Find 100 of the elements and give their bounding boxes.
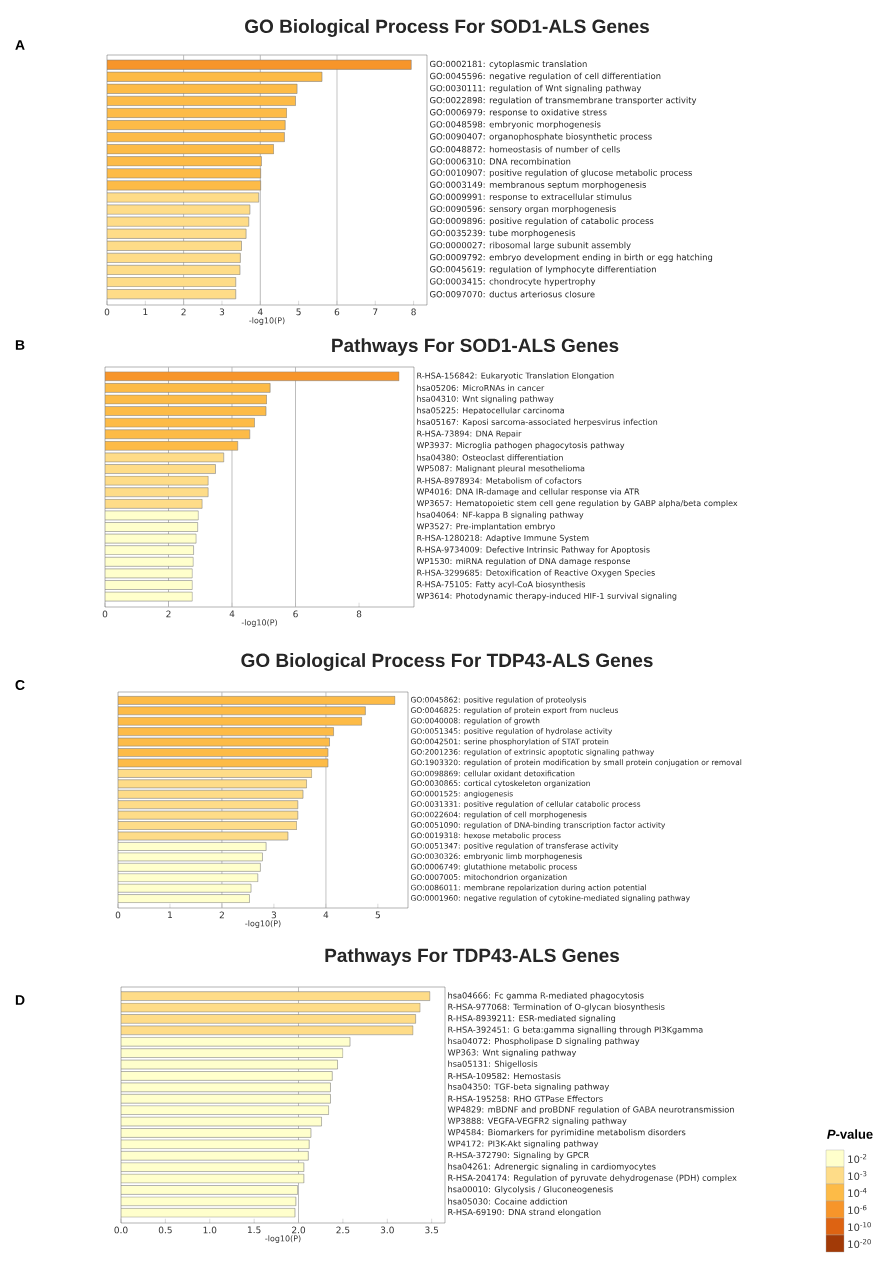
y-tick-label: R-HSA-109582: Hemostasis — [448, 1072, 561, 1080]
category-label: 10$^{-4}$ — [848, 1188, 867, 1197]
y-tick-label: GO:0006979: response to oxidative stress — [430, 108, 607, 118]
bar — [121, 1139, 310, 1150]
x-tick-label: 1 — [168, 911, 172, 919]
text: B — [15, 340, 25, 350]
y-tick-label: WP5087: Malignant pleural mesothelioma — [416, 465, 585, 473]
y-tick-label: WP4016: DNA IR-damage and cellular response via ATR — [416, 488, 640, 497]
y-tick-label: GO:0009792: embryo development ending in birth or egg hatching — [430, 253, 713, 262]
y-tick-label: GO:0090407: organophosphate biosynthetic process — [430, 133, 652, 142]
bar — [107, 107, 288, 118]
x-tick-label: 0 — [104, 308, 110, 316]
y-tick-label: R-HSA-195258: RHO GTPase Effectors — [448, 1095, 603, 1102]
y-tick-label: hsa05225: Hepatocellular carcinoma — [417, 407, 564, 415]
category-label: 10$^{-3}$ — [848, 1171, 867, 1180]
bar — [118, 716, 363, 726]
x-tick-label: 3 — [271, 911, 277, 919]
category-label: 10$^{-6}$ — [848, 1205, 867, 1214]
y-tick-label: GO:0009896: positive regulation of catabolic process — [430, 217, 654, 226]
y-tick-label: WP4584: Biomarkers for pyrimidine metabolism disorders — [447, 1128, 686, 1137]
x-tick-label: 8 — [356, 610, 362, 618]
y-tick-label: R-HSA-9734009: Defective Intrinsic Pathway for Apoptosis — [417, 546, 650, 555]
y-tick-label: WP3657: Hematopoietic stem cell gene regulation by GABP alpha/beta complex — [416, 499, 738, 508]
x-tick-label: 2.0 — [292, 1226, 306, 1234]
y-tick-label: WP3614: Photodynamic therapy-induced HIF-1 survival signaling — [416, 592, 677, 601]
x-axis-title: -log10(P) — [241, 619, 277, 627]
x-axis-title: -log10(P) — [265, 1235, 301, 1243]
y-tick-label: WP3888: VEGFA-VEGFR2 signaling pathway — [447, 1117, 627, 1126]
y-tick-label: hsa05167: Kaposi sarcoma-associated herpesvirus infection — [417, 418, 658, 427]
y-tick-label: WP1530: miRNA regulation of DNA damage response — [416, 557, 631, 566]
x-tick-label: 2 — [166, 610, 171, 618]
y-tick-label: WP3937: Microglia pathogen phagocytosis pathway — [416, 441, 625, 450]
x-tick-label: 0 — [102, 610, 108, 618]
y-tick-label: GO:0035239: tube morphogenesis — [430, 229, 576, 238]
x-tick-label: 2 — [219, 911, 224, 919]
x-tick-label: 0 — [115, 911, 121, 919]
x-axis-title: -log10(P) — [249, 317, 285, 325]
x-tick-label: 2 — [181, 308, 186, 316]
text: D — [15, 995, 25, 1005]
x-tick-label: 2.5 — [336, 1226, 350, 1234]
y-tick-label: R-HSA-69190: DNA strand elongation — [448, 1208, 601, 1217]
y-tick-label: GO:0045619: regulation of lymphocyte differentiation — [430, 265, 656, 275]
x-tick-label: 3.5 — [425, 1226, 439, 1234]
y-tick-label: hsa04350: TGF-beta signaling pathway — [448, 1083, 610, 1092]
y-tick-label: R-HSA-1280218: Adaptive Immune System — [417, 534, 589, 543]
y-tick-label: hsa04064: NF-kappa B signaling pathway — [417, 511, 584, 520]
y-tick-label: hsa04310: Wnt signaling pathway — [417, 395, 554, 404]
x-tick-label: 8 — [411, 308, 416, 316]
x-tick-label: 4 — [229, 610, 235, 618]
category-label: 10$^{-10}$ — [848, 1222, 871, 1231]
x-tick-label: 4 — [257, 308, 263, 316]
bar — [105, 371, 400, 382]
y-tick-label: hsa04261: Adrenergic signaling in cardiomyocytes — [448, 1163, 656, 1172]
y-tick-label: hsa05206: MicroRNAs in cancer — [417, 384, 545, 391]
y-tick-label: GO:0010907: positive regulation of glucose metabolic process — [430, 169, 692, 178]
y-tick-label: hsa05030: Cocaine addiction — [448, 1198, 567, 1205]
x-tick-label: 7 — [373, 308, 378, 316]
category-label: 10$^{-2}$ — [848, 1154, 867, 1163]
text: GO Biological Process For TDP43-ALS Genes — [241, 653, 653, 671]
x-tick-label: 3 — [219, 308, 225, 316]
y-tick-label: GO:0000027: ribosomal large subunit assembly — [430, 241, 631, 250]
y-tick-label: GO:0045596: negative regulation of cell differentiation — [430, 72, 661, 81]
x-axis-title: -log10(P) — [245, 920, 281, 928]
y-tick-label: R-HSA-977068: Termination of O-glycan biosynthesis — [448, 1003, 665, 1012]
y-tick-label: R-HSA-372790: Signaling by GPCR — [448, 1151, 589, 1160]
y-tick-label: WP4829: mBDNF and proBDNF regulation of GABA neurotransmission — [447, 1106, 734, 1115]
x-tick-label: 4 — [323, 911, 329, 919]
x-tick-label: 0.0 — [114, 1226, 128, 1234]
y-tick-label: GO:0003415: chondrocyte hypertrophy — [430, 277, 596, 287]
y-tick-label: GO:0009991: response to extracellular stimulus — [430, 193, 632, 202]
x-tick-label: 6 — [334, 308, 340, 316]
text: A — [15, 40, 25, 50]
bar — [105, 475, 209, 486]
y-tick-label: R-HSA-73894: DNA Repair — [417, 430, 522, 439]
y-tick-label: hsa04380: Osteoclast differentiation — [417, 454, 563, 461]
y-tick-label: hsa05131: Shigellosis — [448, 1060, 538, 1069]
bar — [107, 144, 275, 155]
chart-title: GO Biological Process For SOD1-ALS Genes — [245, 19, 649, 37]
bar — [107, 120, 286, 131]
text: C — [15, 680, 25, 690]
y-tick-label: WP3527: Pre-implantation embryo — [416, 523, 555, 531]
y-tick-label: hsa04666: Fc gamma R-mediated phagocytosis — [448, 992, 644, 1001]
y-tick-label: hsa04072: Phospholipase D signaling pathway — [448, 1037, 640, 1046]
x-tick-label: 3.0 — [380, 1226, 394, 1234]
y-tick-label: R-HSA-75105: Fatty acyl-CoA biosynthesis — [417, 581, 586, 589]
category-label: 10$^{-20}$ — [848, 1239, 871, 1248]
y-tick-label: GO:0048872: homeostasis of number of cells — [430, 145, 621, 153]
y-tick-label: WP4172: PI3K-Akt signaling pathway — [447, 1140, 599, 1149]
bar — [107, 156, 262, 167]
bar — [121, 1105, 330, 1115]
bar — [105, 394, 267, 405]
x-tick-label: 1.5 — [247, 1226, 261, 1234]
x-tick-label: 1.0 — [203, 1226, 217, 1234]
x-tick-label: 1 — [143, 308, 148, 316]
text: Pathways For SOD1-ALS Genes — [332, 338, 619, 356]
y-tick-label: GO:0030111: regulation of Wnt signaling pathway — [430, 84, 642, 93]
y-tick-label: R-HSA-8978934: Metabolism of cofactors — [417, 477, 582, 484]
y-tick-label: GO:0002181: cytoplasmic translation — [430, 60, 587, 69]
y-tick-label: GO:0003149: membranous septum morphogenesis — [430, 181, 647, 190]
text: P-value — [827, 1129, 873, 1139]
